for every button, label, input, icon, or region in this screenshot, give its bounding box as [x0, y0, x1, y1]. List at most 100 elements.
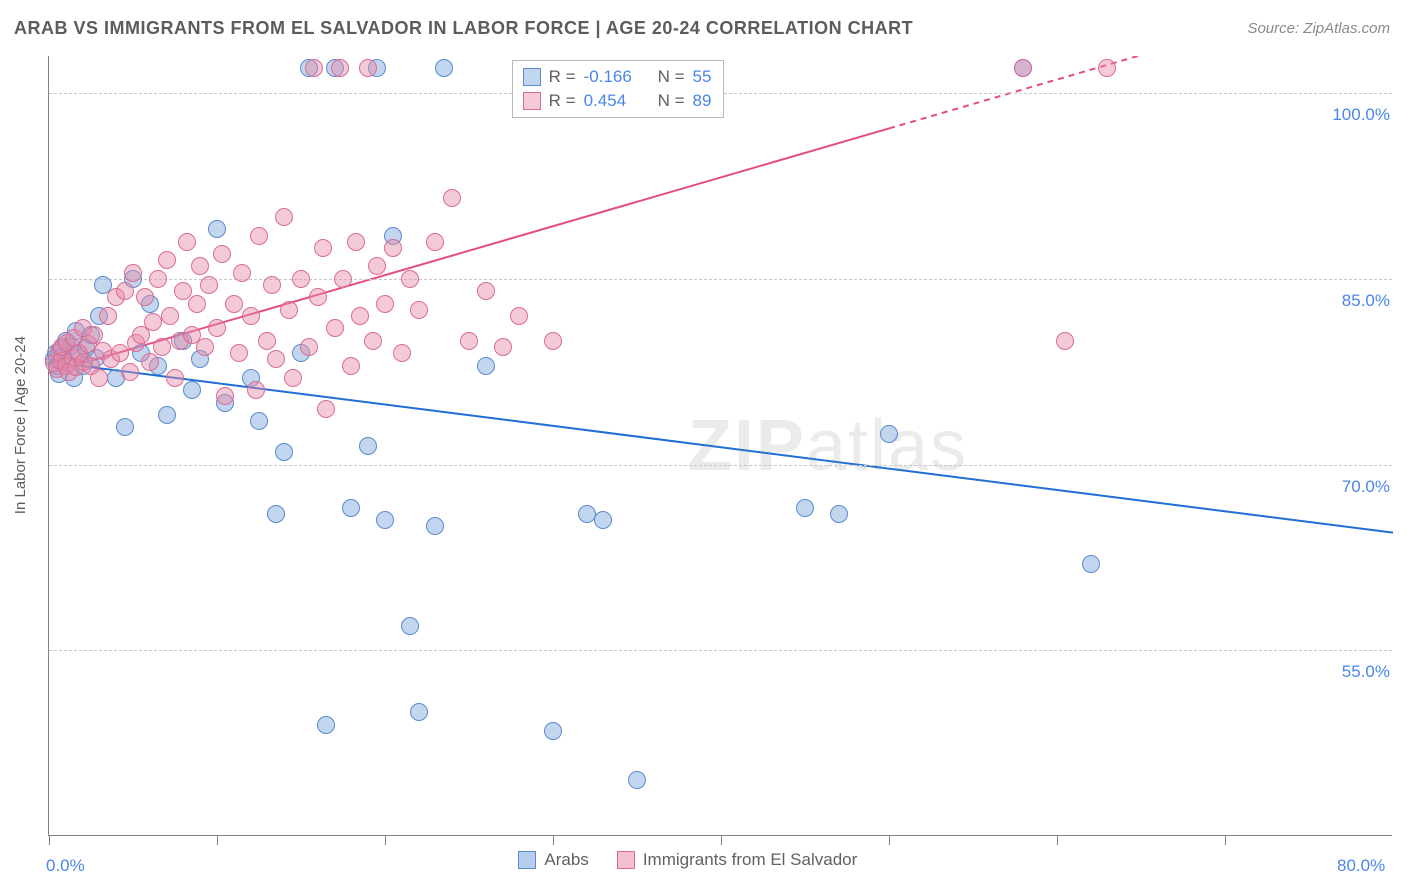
data-point	[351, 307, 369, 325]
data-point	[225, 295, 243, 313]
legend-series-label: Immigrants from El Salvador	[643, 850, 857, 870]
data-point	[1014, 59, 1032, 77]
data-point	[830, 505, 848, 523]
y-gridline	[49, 279, 1392, 280]
legend-swatch	[523, 92, 541, 110]
data-point	[331, 59, 349, 77]
data-point	[477, 357, 495, 375]
legend-swatch	[523, 68, 541, 86]
x-axis-min-label: 0.0%	[46, 856, 85, 876]
data-point	[196, 338, 214, 356]
data-point	[410, 703, 428, 721]
data-point	[183, 381, 201, 399]
x-axis-tick	[1225, 835, 1226, 845]
data-point	[460, 332, 478, 350]
data-point	[426, 517, 444, 535]
data-point	[384, 239, 402, 257]
data-point	[166, 369, 184, 387]
data-point	[393, 344, 411, 362]
data-point	[275, 208, 293, 226]
x-axis-tick	[889, 835, 890, 845]
y-axis-title: In Labor Force | Age 20-24	[12, 336, 29, 514]
data-point	[880, 425, 898, 443]
data-point	[178, 233, 196, 251]
data-point	[1082, 555, 1100, 573]
x-axis-tick	[721, 835, 722, 845]
data-point	[213, 245, 231, 263]
data-point	[359, 437, 377, 455]
data-point	[578, 505, 596, 523]
chart-title: ARAB VS IMMIGRANTS FROM EL SALVADOR IN L…	[14, 18, 913, 39]
x-axis-tick	[49, 835, 50, 845]
legend-correlation-row: R =0.454N =89	[523, 89, 712, 113]
data-point	[334, 270, 352, 288]
data-point	[326, 319, 344, 337]
legend-swatch	[518, 851, 536, 869]
x-axis-tick	[553, 835, 554, 845]
legend-series-label: Arabs	[544, 850, 588, 870]
data-point	[230, 344, 248, 362]
data-point	[342, 357, 360, 375]
data-point	[158, 251, 176, 269]
data-point	[250, 227, 268, 245]
data-point	[233, 264, 251, 282]
y-gridline	[49, 465, 1392, 466]
data-point	[628, 771, 646, 789]
data-point	[275, 443, 293, 461]
data-point	[401, 270, 419, 288]
data-point	[90, 369, 108, 387]
data-point	[426, 233, 444, 251]
y-axis-tick-label: 85.0%	[1320, 291, 1390, 311]
legend-correlation-row: R =-0.166N =55	[523, 65, 712, 89]
data-point	[494, 338, 512, 356]
data-point	[317, 716, 335, 734]
data-point	[544, 722, 562, 740]
data-point	[263, 276, 281, 294]
data-point	[124, 264, 142, 282]
data-point	[796, 499, 814, 517]
data-point	[200, 276, 218, 294]
data-point	[510, 307, 528, 325]
legend-item: Arabs	[518, 850, 588, 870]
data-point	[250, 412, 268, 430]
data-point	[368, 257, 386, 275]
legend-n-value: 89	[693, 89, 712, 113]
x-axis-max-label: 80.0%	[1337, 856, 1385, 876]
y-axis-tick-label: 70.0%	[1320, 477, 1390, 497]
data-point	[158, 406, 176, 424]
chart-canvas: ARAB VS IMMIGRANTS FROM EL SALVADOR IN L…	[0, 0, 1406, 892]
data-point	[284, 369, 302, 387]
data-point	[300, 338, 318, 356]
legend-series: Arabs Immigrants from El Salvador	[518, 850, 857, 870]
watermark: ZIPatlas	[688, 405, 968, 487]
legend-n-value: 55	[693, 65, 712, 89]
data-point	[305, 59, 323, 77]
legend-swatch	[617, 851, 635, 869]
data-point	[280, 301, 298, 319]
data-point	[359, 59, 377, 77]
data-point	[149, 270, 167, 288]
data-point	[317, 400, 335, 418]
data-point	[443, 189, 461, 207]
x-axis-tick	[385, 835, 386, 845]
data-point	[116, 282, 134, 300]
legend-n-label: N =	[658, 89, 685, 113]
y-axis-tick-label: 100.0%	[1320, 105, 1390, 125]
plot-area: ZIPatlas	[48, 56, 1392, 836]
data-point	[477, 282, 495, 300]
data-point	[242, 307, 260, 325]
data-point	[347, 233, 365, 251]
data-point	[376, 295, 394, 313]
data-point	[116, 418, 134, 436]
data-point	[191, 257, 209, 275]
data-point	[136, 288, 154, 306]
data-point	[1056, 332, 1074, 350]
data-point	[247, 381, 265, 399]
data-point	[161, 307, 179, 325]
legend-r-value: 0.454	[584, 89, 640, 113]
data-point	[141, 353, 159, 371]
legend-r-label: R =	[549, 65, 576, 89]
data-point	[292, 270, 310, 288]
x-axis-tick	[1057, 835, 1058, 845]
legend-r-value: -0.166	[584, 65, 640, 89]
